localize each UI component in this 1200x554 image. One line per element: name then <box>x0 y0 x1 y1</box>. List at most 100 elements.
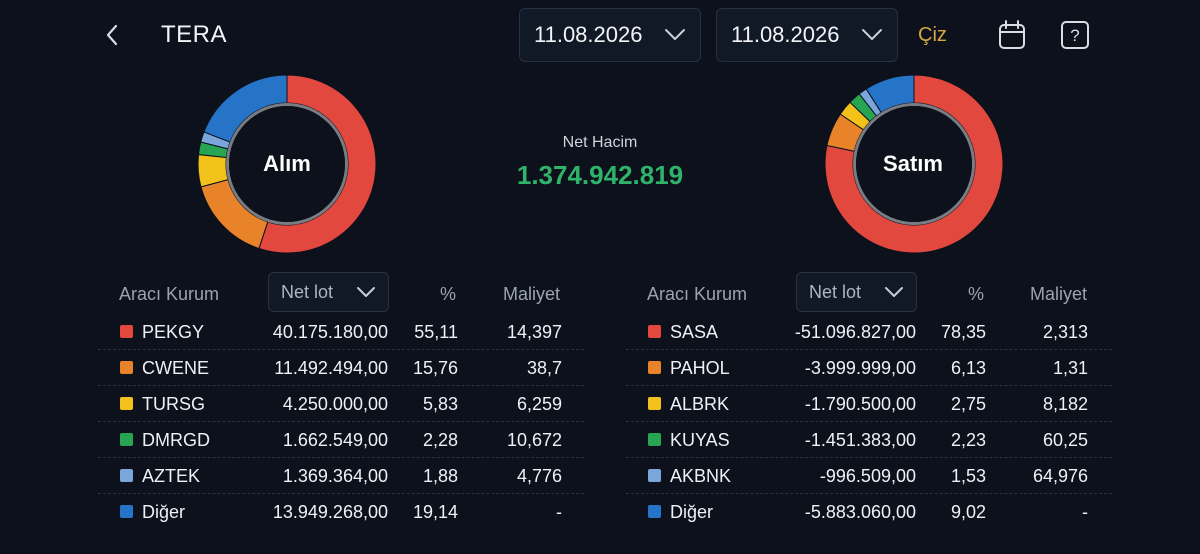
cost: 1,31 <box>1052 358 1088 378</box>
broker-name: AZTEK <box>142 466 201 486</box>
buy-lot-select[interactable]: Net lot <box>268 272 389 312</box>
back-button[interactable] <box>98 20 126 50</box>
draw-button[interactable]: Çiz <box>918 24 947 46</box>
help-icon: ? <box>1061 21 1089 49</box>
percent: 19,14 <box>412 502 458 522</box>
buy-slice-diğer <box>203 74 288 143</box>
sell-donut-hole <box>856 106 972 222</box>
buy-donut-chart <box>197 74 377 254</box>
table-row[interactable]: Diğer -5.883.060,00 9,02 - <box>626 494 1112 529</box>
percent: 9,02 <box>950 502 986 522</box>
color-swatch <box>648 325 661 338</box>
buy-donut-hole <box>229 106 345 222</box>
percent: 1,53 <box>950 466 986 486</box>
broker-name: AKBNK <box>670 466 732 486</box>
table-row[interactable]: PAHOL -3.999.999,00 6,13 1,31 <box>626 350 1112 386</box>
chevron-left-icon <box>106 24 118 46</box>
percent: 2,28 <box>422 430 458 450</box>
table-row[interactable]: SASA -51.096.827,00 78,35 2,313 <box>626 314 1112 350</box>
cost: 64,976 <box>1032 466 1088 486</box>
broker-name: CWENE <box>142 358 209 378</box>
svg-text:?: ? <box>1070 26 1079 45</box>
cost: 8,182 <box>1042 394 1088 414</box>
buy-percent-header: % <box>439 284 456 304</box>
chevron-down-icon <box>357 287 375 297</box>
chevron-down-icon <box>862 29 882 40</box>
color-swatch <box>120 433 133 446</box>
color-swatch <box>648 361 661 374</box>
net-lot: 11.492.494,00 <box>274 358 388 378</box>
broker-name: Diğer <box>670 502 714 522</box>
start-date-value: 11.08.2026 <box>534 22 643 47</box>
cost: - <box>556 502 562 522</box>
net-lot: 13.949.268,00 <box>272 502 388 522</box>
net-lot: 40.175.180,00 <box>272 322 388 342</box>
help-button[interactable]: ? <box>1060 20 1090 50</box>
net-lot: -1.451.383,00 <box>804 430 916 450</box>
table-row[interactable]: CWENE 11.492.494,00 15,76 38,7 <box>98 350 584 386</box>
cost: 4,776 <box>516 466 562 486</box>
cost: 14,397 <box>506 322 562 342</box>
table-row[interactable]: TURSG 4.250.000,00 5,83 6,259 <box>98 386 584 422</box>
color-swatch <box>120 397 133 410</box>
page-title: TERA <box>161 21 228 48</box>
sell-inner-ring <box>853 103 975 225</box>
table-row[interactable]: AKBNK -996.509,00 1,53 64,976 <box>626 458 1112 494</box>
sell-percent-header: % <box>967 284 984 304</box>
buy-lot-select-value: Net lot <box>281 281 334 302</box>
net-lot: -1.790.500,00 <box>804 394 916 414</box>
table-row[interactable]: PEKGY 40.175.180,00 55,11 14,397 <box>98 314 584 350</box>
percent: 1,88 <box>422 466 458 486</box>
percent: 15,76 <box>412 358 458 378</box>
net-lot: 4.250.000,00 <box>282 394 388 414</box>
broker-name: DMRGD <box>142 430 210 450</box>
percent: 6,13 <box>950 358 986 378</box>
end-date-select[interactable]: 11.08.2026 <box>716 8 898 62</box>
cost: 2,313 <box>1042 322 1088 342</box>
table-row[interactable]: Diğer 13.949.268,00 19,14 - <box>98 494 584 529</box>
color-swatch <box>648 505 661 518</box>
broker-name: SASA <box>670 322 719 342</box>
sell-donut-chart <box>824 74 1004 254</box>
net-lot: -5.883.060,00 <box>804 502 916 522</box>
buy-slice-pekgy <box>258 74 377 254</box>
broker-name: TURSG <box>142 394 205 414</box>
sell-cost-header: Maliyet <box>1029 284 1087 304</box>
cost: - <box>1082 502 1088 522</box>
buy-broker-header: Aracı Kurum <box>119 284 220 304</box>
broker-name: PAHOL <box>670 358 730 378</box>
buy-table: PEKGY 40.175.180,00 55,11 14,397 CWENE 1… <box>98 314 584 529</box>
broker-name: KUYAS <box>670 430 730 450</box>
table-row[interactable]: KUYAS -1.451.383,00 2,23 60,25 <box>626 422 1112 458</box>
table-row[interactable]: DMRGD 1.662.549,00 2,28 10,672 <box>98 422 584 458</box>
sell-slice-sasa <box>824 74 1004 254</box>
table-row[interactable]: AZTEK 1.369.364,00 1,88 4,776 <box>98 458 584 494</box>
start-date-select[interactable]: 11.08.2026 <box>519 8 701 62</box>
color-swatch <box>120 325 133 338</box>
cost: 60,25 <box>1042 430 1088 450</box>
cost: 10,672 <box>506 430 562 450</box>
net-lot: 1.662.549,00 <box>282 430 388 450</box>
cost: 38,7 <box>526 358 562 378</box>
broker-name: Diğer <box>142 502 186 522</box>
buy-inner-ring <box>226 103 348 225</box>
sell-lot-select[interactable]: Net lot <box>796 272 917 312</box>
net-lot: 1.369.364,00 <box>282 466 388 486</box>
percent: 2,75 <box>950 394 986 414</box>
net-lot: -51.096.827,00 <box>794 322 916 342</box>
calendar-button[interactable] <box>997 20 1027 50</box>
sell-table: SASA -51.096.827,00 78,35 2,313 PAHOL -3… <box>626 314 1112 529</box>
chevron-down-icon <box>885 287 903 297</box>
percent: 55,11 <box>414 322 458 342</box>
color-swatch <box>120 469 133 482</box>
cost: 6,259 <box>516 394 562 414</box>
sell-donut-label: Satım <box>883 151 943 176</box>
net-volume-label: Net Hacim <box>562 134 638 151</box>
buy-cost-header: Maliyet <box>502 284 560 304</box>
color-swatch <box>120 505 133 518</box>
chevron-down-icon <box>665 29 685 40</box>
table-row[interactable]: ALBRK -1.790.500,00 2,75 8,182 <box>626 386 1112 422</box>
color-swatch <box>648 433 661 446</box>
sell-lot-select-value: Net lot <box>809 281 862 302</box>
color-swatch <box>120 361 133 374</box>
